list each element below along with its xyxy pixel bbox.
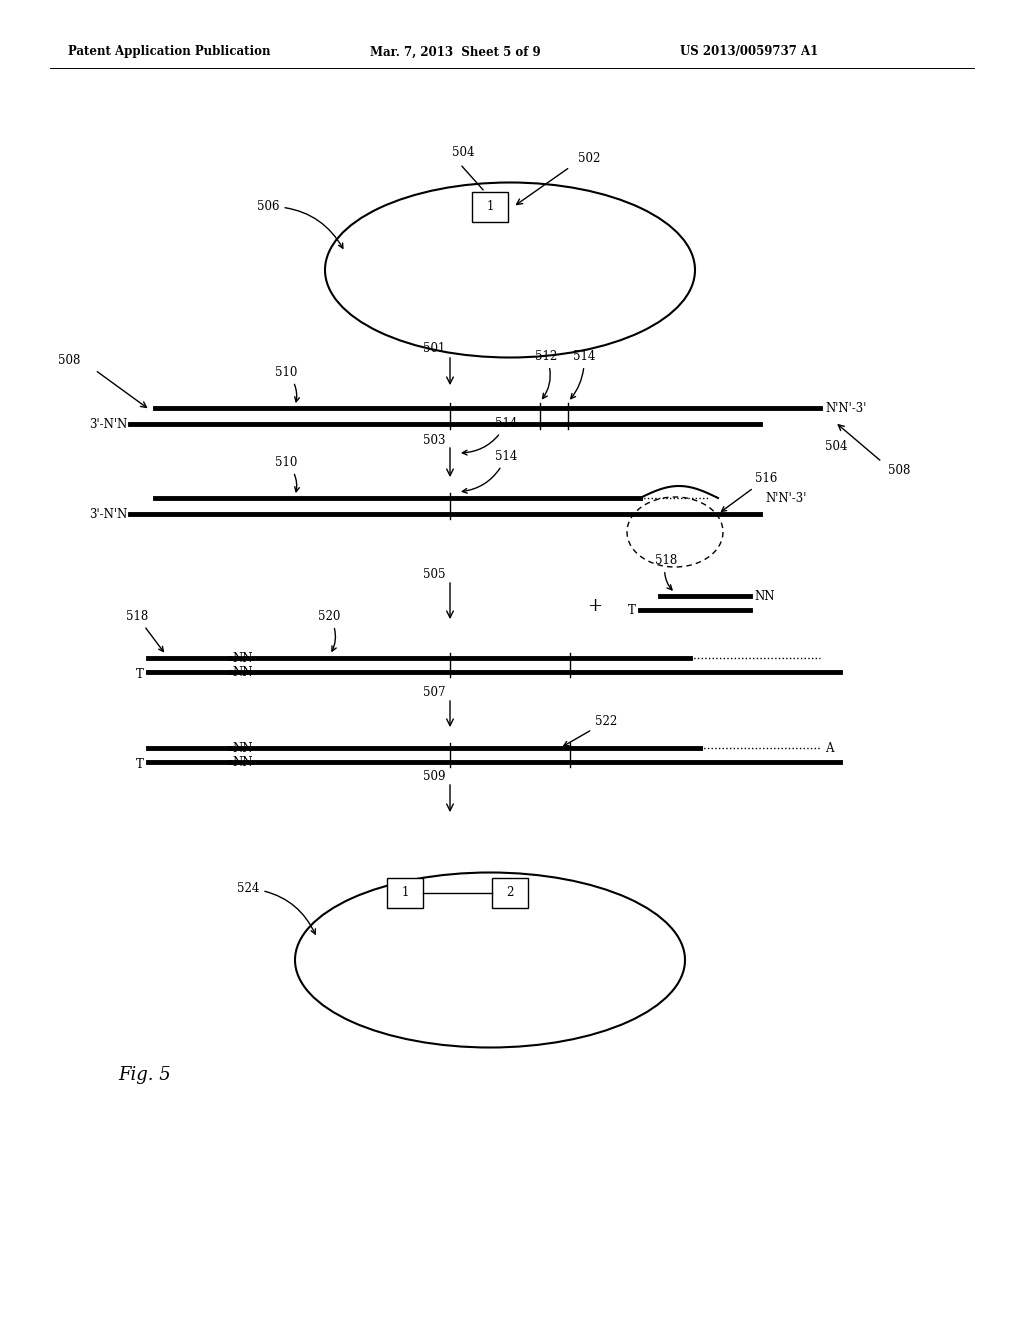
- Text: US 2013/0059737 A1: US 2013/0059737 A1: [680, 45, 818, 58]
- Text: T: T: [628, 603, 636, 616]
- Text: 1: 1: [401, 887, 409, 899]
- Text: Fig. 5: Fig. 5: [118, 1067, 171, 1084]
- Text: NN: NN: [232, 665, 253, 678]
- FancyBboxPatch shape: [387, 878, 423, 908]
- Text: NN: NN: [232, 652, 253, 664]
- Text: NN: NN: [232, 755, 253, 768]
- Text: N'N'-3': N'N'-3': [765, 491, 806, 504]
- Text: N'N'-3': N'N'-3': [825, 401, 866, 414]
- Text: 505: 505: [423, 569, 445, 582]
- Text: 522: 522: [564, 715, 617, 746]
- Text: +: +: [588, 597, 602, 615]
- Text: 524: 524: [237, 882, 315, 935]
- Text: 501: 501: [423, 342, 445, 355]
- Text: 520: 520: [318, 610, 340, 651]
- Text: 3'-N'N: 3'-N'N: [89, 507, 127, 520]
- Text: 518: 518: [126, 610, 164, 652]
- Text: T: T: [136, 668, 144, 681]
- Text: 512: 512: [535, 350, 557, 399]
- Text: 1: 1: [486, 201, 494, 214]
- Text: 3'-N'N: 3'-N'N: [89, 417, 127, 430]
- Text: 503: 503: [423, 433, 445, 446]
- Text: 510: 510: [275, 366, 299, 401]
- Text: 518: 518: [655, 554, 677, 590]
- Text: 514: 514: [462, 417, 517, 455]
- FancyBboxPatch shape: [472, 191, 508, 222]
- Text: 514: 514: [462, 450, 517, 494]
- Text: 516: 516: [722, 473, 777, 511]
- Text: Patent Application Publication: Patent Application Publication: [68, 45, 270, 58]
- Text: 508: 508: [888, 463, 910, 477]
- Text: 508: 508: [57, 354, 80, 367]
- Text: A: A: [825, 742, 834, 755]
- Text: 509: 509: [423, 771, 445, 784]
- Text: 506: 506: [257, 201, 343, 248]
- FancyBboxPatch shape: [492, 878, 528, 908]
- Text: 2: 2: [506, 887, 514, 899]
- Text: NN: NN: [232, 742, 253, 755]
- Text: T: T: [136, 758, 144, 771]
- Text: Mar. 7, 2013  Sheet 5 of 9: Mar. 7, 2013 Sheet 5 of 9: [370, 45, 541, 58]
- Text: 502: 502: [578, 153, 600, 165]
- Text: 504: 504: [825, 440, 848, 453]
- Text: NN: NN: [754, 590, 774, 602]
- Text: 504: 504: [452, 145, 474, 158]
- Text: 514: 514: [570, 350, 595, 399]
- Text: 507: 507: [423, 686, 445, 700]
- Text: 510: 510: [275, 455, 299, 492]
